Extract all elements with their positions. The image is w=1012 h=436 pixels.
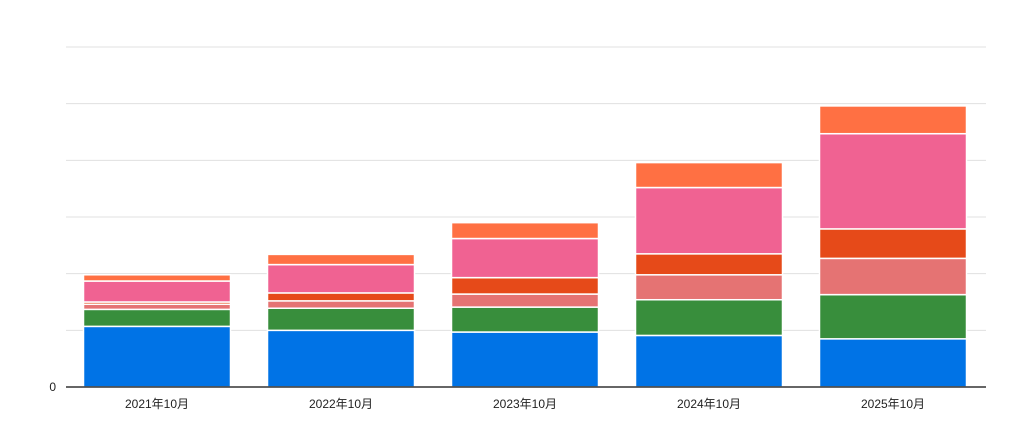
x-tick-label: 2023年10月 xyxy=(493,397,557,411)
bar-segment-2-1 xyxy=(266,329,416,388)
bar-segment-1-5 xyxy=(82,280,232,303)
bar-segment-2-3 xyxy=(266,300,416,309)
bar-segment-4-2 xyxy=(634,298,784,337)
bar-segment-1-6 xyxy=(82,274,232,282)
bar-segment-4-3 xyxy=(634,274,784,301)
bar-segment-4-6 xyxy=(634,161,784,189)
bar-segment-4-5 xyxy=(634,186,784,255)
bar-segment-5-5 xyxy=(818,132,968,230)
bar-segment-3-5 xyxy=(450,237,600,279)
bar-segment-5-3 xyxy=(818,257,968,296)
bar-segment-3-1 xyxy=(450,331,600,388)
bar-segment-3-3 xyxy=(450,293,600,308)
bar-segment-2-5 xyxy=(266,263,416,294)
bar-segment-4-4 xyxy=(634,253,784,276)
bar-segment-3-4 xyxy=(450,276,600,295)
bar-segment-1-2 xyxy=(82,308,232,328)
bar-segment-1-1 xyxy=(82,325,232,388)
x-tick-label: 2021年10月 xyxy=(125,397,189,411)
x-tick-label: 2024年10月 xyxy=(677,397,741,411)
bar-segment-2-6 xyxy=(266,253,416,266)
bars xyxy=(82,105,968,388)
bar-segment-5-2 xyxy=(818,293,968,340)
bar-segment-4-1 xyxy=(634,334,784,388)
tick-labels: 2021年10月 2022年10月 2023年10月 2024年10月 2025年10月… xyxy=(49,380,925,411)
bar-segment-1-3 xyxy=(82,303,232,311)
x-tick-label: 2022年10月 xyxy=(309,397,373,411)
y-tick-label: 0 xyxy=(49,380,56,394)
bar-segment-5-4 xyxy=(818,228,968,260)
bar-segment-5-6 xyxy=(818,105,968,135)
bar-segment-2-2 xyxy=(266,307,416,332)
bar-segment-2-4 xyxy=(266,292,416,302)
bar-segment-5-1 xyxy=(818,338,968,388)
bar-segment-3-2 xyxy=(450,306,600,333)
x-tick-label: 2025年10月 xyxy=(861,397,925,411)
bar-segment-3-6 xyxy=(450,221,600,240)
